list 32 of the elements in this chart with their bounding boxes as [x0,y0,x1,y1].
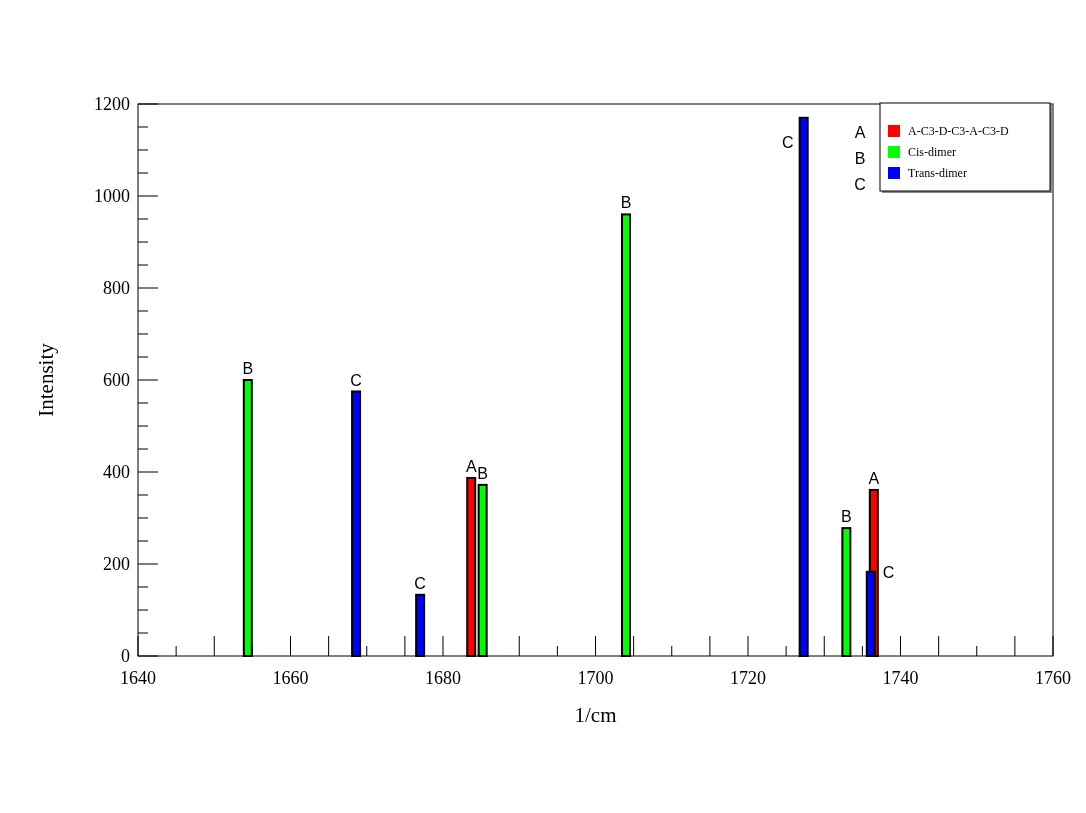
x-tick-label: 1660 [272,668,309,688]
annotation: B [242,360,254,377]
annotation: B [841,508,852,526]
y-tick-label: 0 [121,646,130,666]
annotation: C [882,563,895,581]
annotation: A [465,457,477,475]
annotation: B [477,464,488,482]
x-tick-label: 1740 [882,668,919,688]
annotation: A [854,124,866,141]
annotation: C [350,371,362,389]
x-axis-title: 1/cm [574,703,617,727]
annotation: B [854,150,866,167]
annotation: C [414,574,426,592]
x-tick-label: 1700 [577,668,614,688]
x-tick-label: 1680 [425,668,461,688]
x-tick-label: 1640 [120,668,156,688]
y-axis-title: Intensity [34,342,58,417]
y-tick-label: 600 [103,370,130,390]
x-tick-label: 1720 [730,668,766,688]
legend-label: A-C3-D-C3-A-C3-D [908,124,1009,138]
y-tick-label: 1000 [94,186,130,206]
y-tick-label: 800 [103,278,130,298]
legend-label: Cis-dimer [908,145,956,159]
annotation: B [620,194,632,212]
annotation: C [854,176,866,193]
y-tick-label: 200 [103,554,130,574]
annotation: C [782,133,794,151]
y-tick-label: 1200 [94,94,130,114]
x-tick-label: 1760 [1035,668,1071,688]
annotation: A [868,469,880,487]
y-tick-label: 400 [103,462,130,482]
legend-label: Trans-dimer [908,166,967,180]
